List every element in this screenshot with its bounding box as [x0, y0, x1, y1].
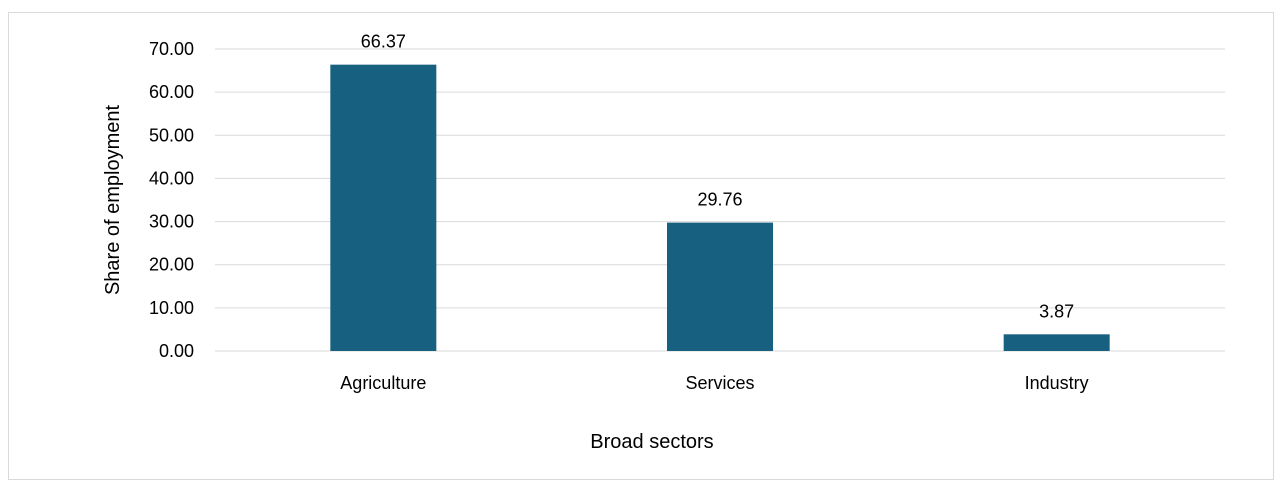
x-axis-ticks: Agriculture Services Industry	[340, 373, 1088, 393]
y-tick-label: 50.00	[149, 125, 194, 145]
y-tick-label: 70.00	[149, 39, 194, 59]
y-tick-label: 30.00	[149, 212, 194, 232]
bars	[330, 64, 1110, 351]
data-label-services: 29.76	[697, 190, 742, 210]
y-tick-label: 10.00	[149, 298, 194, 318]
bar-services	[667, 222, 773, 351]
y-tick-label: 20.00	[149, 255, 194, 275]
y-tick-label: 0.00	[159, 341, 194, 361]
y-tick-label: 40.00	[149, 168, 194, 188]
x-tick-label-services: Services	[685, 373, 754, 393]
chart-frame	[8, 12, 1274, 480]
x-tick-label-industry: Industry	[1025, 373, 1089, 393]
y-tick-label: 60.00	[149, 82, 194, 102]
bar-industry	[1003, 334, 1110, 351]
y-axis-title: Share of employment	[102, 105, 124, 296]
y-axis-ticks: 0.00 10.00 20.00 30.00 40.00 50.00 60.00 70.00	[149, 39, 194, 361]
data-label-agriculture: 66.37	[361, 32, 406, 52]
bar-agriculture	[330, 64, 437, 351]
data-labels: 66.37 29.76 3.87	[361, 32, 1074, 322]
x-axis-title: Broad sectors	[590, 431, 713, 453]
data-label-industry: 3.87	[1039, 301, 1074, 321]
x-tick-label-agriculture: Agriculture	[340, 373, 426, 393]
